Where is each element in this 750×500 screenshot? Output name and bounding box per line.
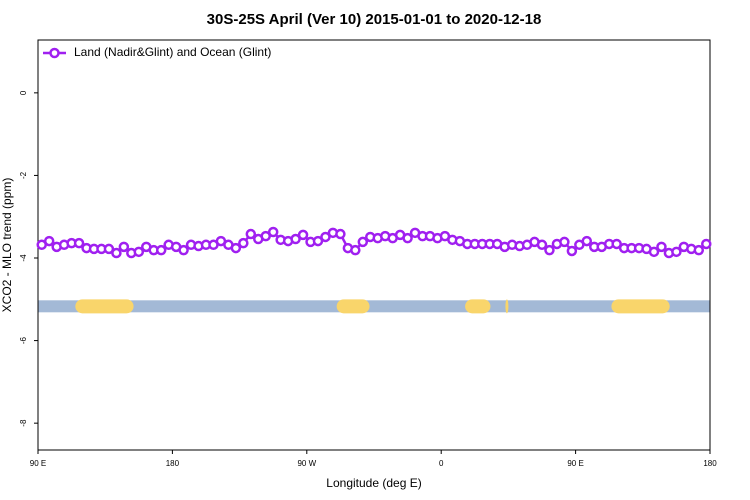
point xyxy=(611,238,622,250)
legend-marker xyxy=(49,47,60,59)
x-tick-label: 90 W xyxy=(297,459,316,468)
y-tick-label: 0 xyxy=(19,90,28,95)
point xyxy=(43,235,55,247)
x-axis-label: Longitude (deg E) xyxy=(326,476,421,490)
land-band xyxy=(336,299,370,314)
point xyxy=(671,246,682,258)
point xyxy=(648,246,660,258)
x-tick-label: 90 E xyxy=(567,459,583,468)
point xyxy=(693,244,705,256)
y-tick-label: -6 xyxy=(19,336,28,344)
point xyxy=(320,231,331,243)
x-tick-label: 180 xyxy=(703,459,717,468)
point xyxy=(312,235,324,247)
point xyxy=(103,243,115,255)
point xyxy=(290,233,301,245)
y-tick-label: -4 xyxy=(19,254,28,262)
point xyxy=(544,244,555,256)
point xyxy=(656,241,667,253)
point xyxy=(267,226,279,238)
point xyxy=(238,237,249,249)
y-tick-label: -2 xyxy=(19,171,28,179)
land-band xyxy=(465,299,491,314)
x-tick-label: 0 xyxy=(439,459,444,468)
point xyxy=(155,244,167,256)
point xyxy=(260,230,271,242)
point xyxy=(566,245,578,257)
chart-title: 30S-25S April (Ver 10) 2015-01-01 to 202… xyxy=(207,11,542,28)
point xyxy=(701,238,712,250)
point xyxy=(118,241,130,253)
legend-label: Land (Nadir&Glint) and Ocean (Glint) xyxy=(74,45,271,59)
point xyxy=(133,246,145,258)
y-tick-label: -8 xyxy=(19,419,28,427)
point xyxy=(335,228,346,240)
point xyxy=(111,247,122,259)
point xyxy=(245,228,257,240)
point xyxy=(73,237,85,249)
y-axis-label: XCO2 - MLO trend (ppm) xyxy=(0,178,14,313)
land-band xyxy=(611,299,670,314)
point xyxy=(402,232,413,244)
land-band xyxy=(75,299,134,314)
point xyxy=(297,229,309,241)
land-band xyxy=(505,299,509,314)
point xyxy=(559,236,570,248)
point xyxy=(230,242,242,254)
point xyxy=(357,236,369,248)
x-tick-label: 180 xyxy=(166,459,180,468)
point xyxy=(536,239,548,251)
x-tick-label: 90 E xyxy=(30,459,46,468)
point xyxy=(178,244,189,256)
point xyxy=(350,244,361,256)
point xyxy=(581,235,593,247)
ocean-band xyxy=(38,300,710,313)
